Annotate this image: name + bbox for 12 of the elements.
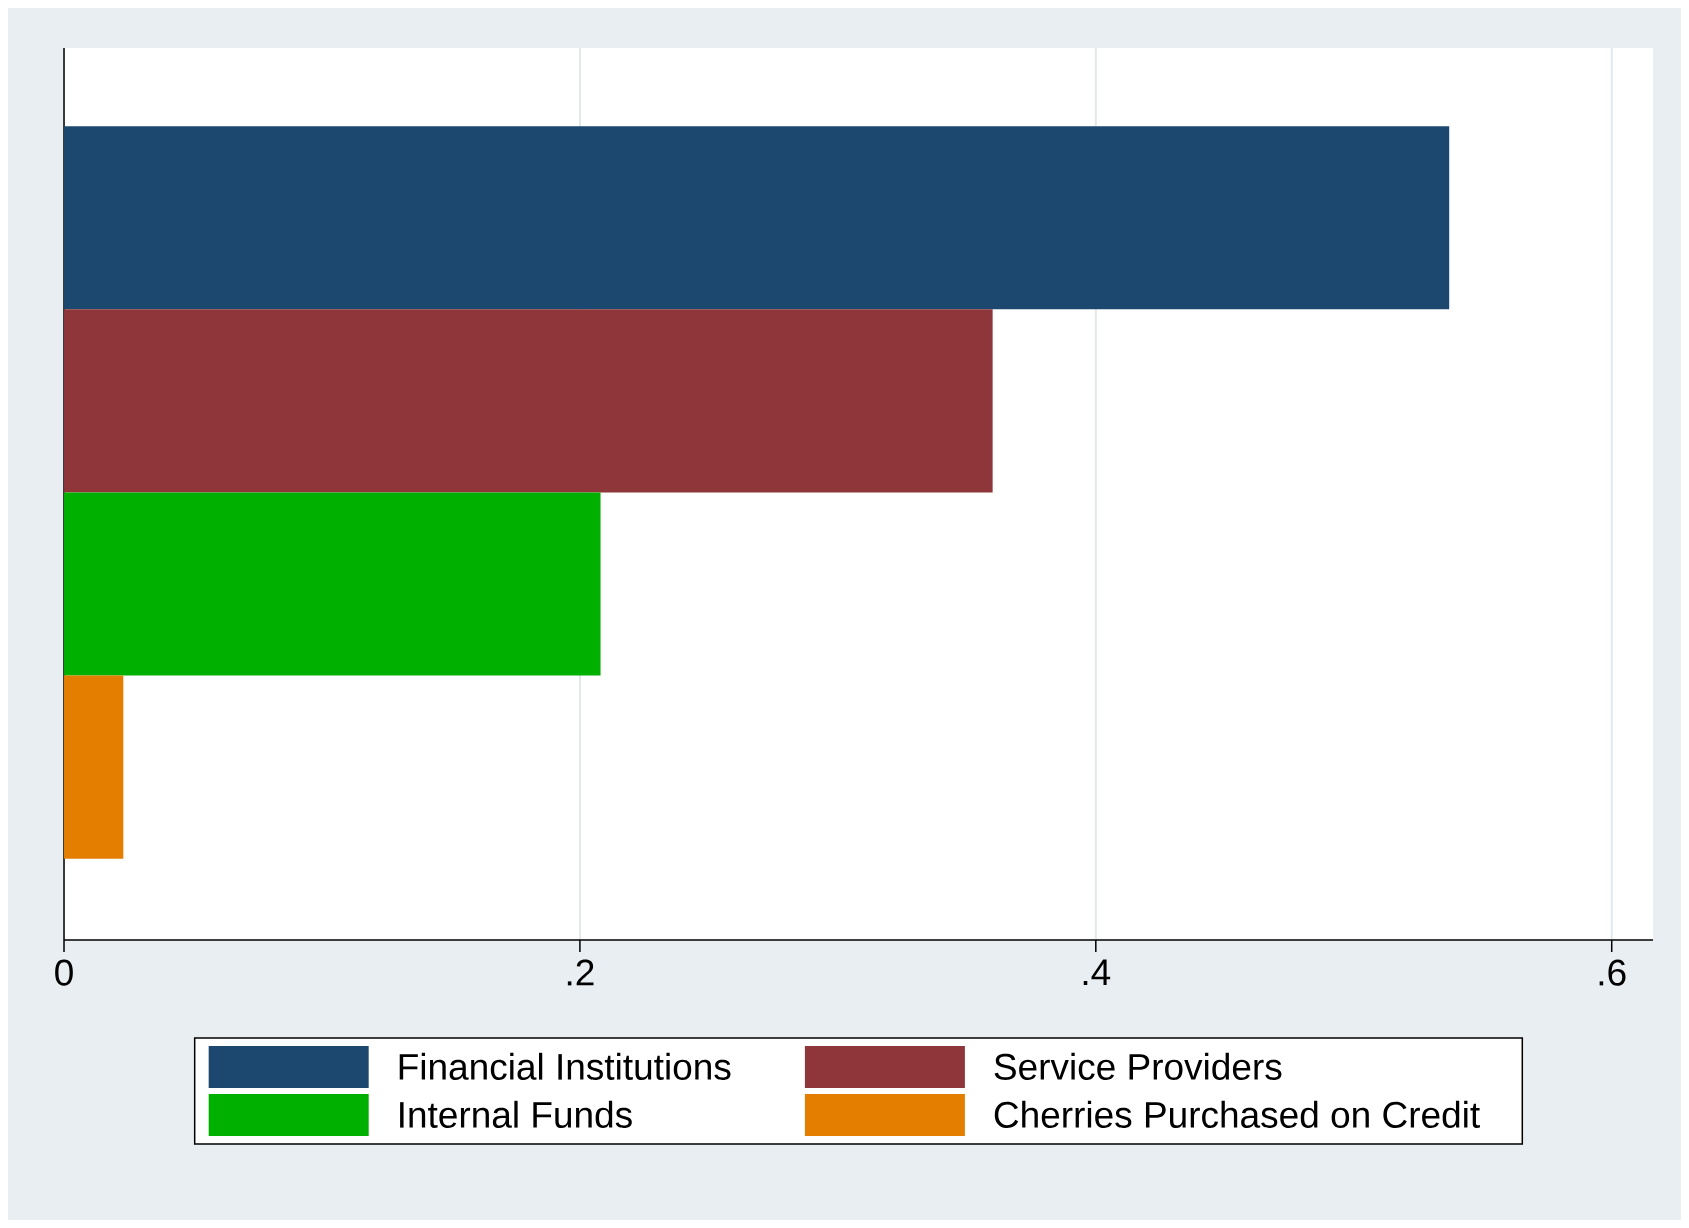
x-tick-label: .2 — [567, 959, 594, 986]
legend-label: Financial Institutions — [399, 1052, 731, 1080]
x-tick-label: .6 — [1599, 959, 1626, 986]
bar — [64, 675, 124, 859]
legend-label: Internal Funds — [400, 1100, 632, 1128]
x-tick-label: .4 — [1083, 959, 1111, 985]
x-tick-label: 0 — [55, 959, 73, 986]
legend-label: Service Providers — [994, 1052, 1282, 1080]
legend-label: Cherries Purchased on Credit — [994, 1100, 1480, 1128]
bar — [64, 126, 1450, 310]
bar — [64, 309, 993, 493]
bar — [64, 492, 601, 676]
